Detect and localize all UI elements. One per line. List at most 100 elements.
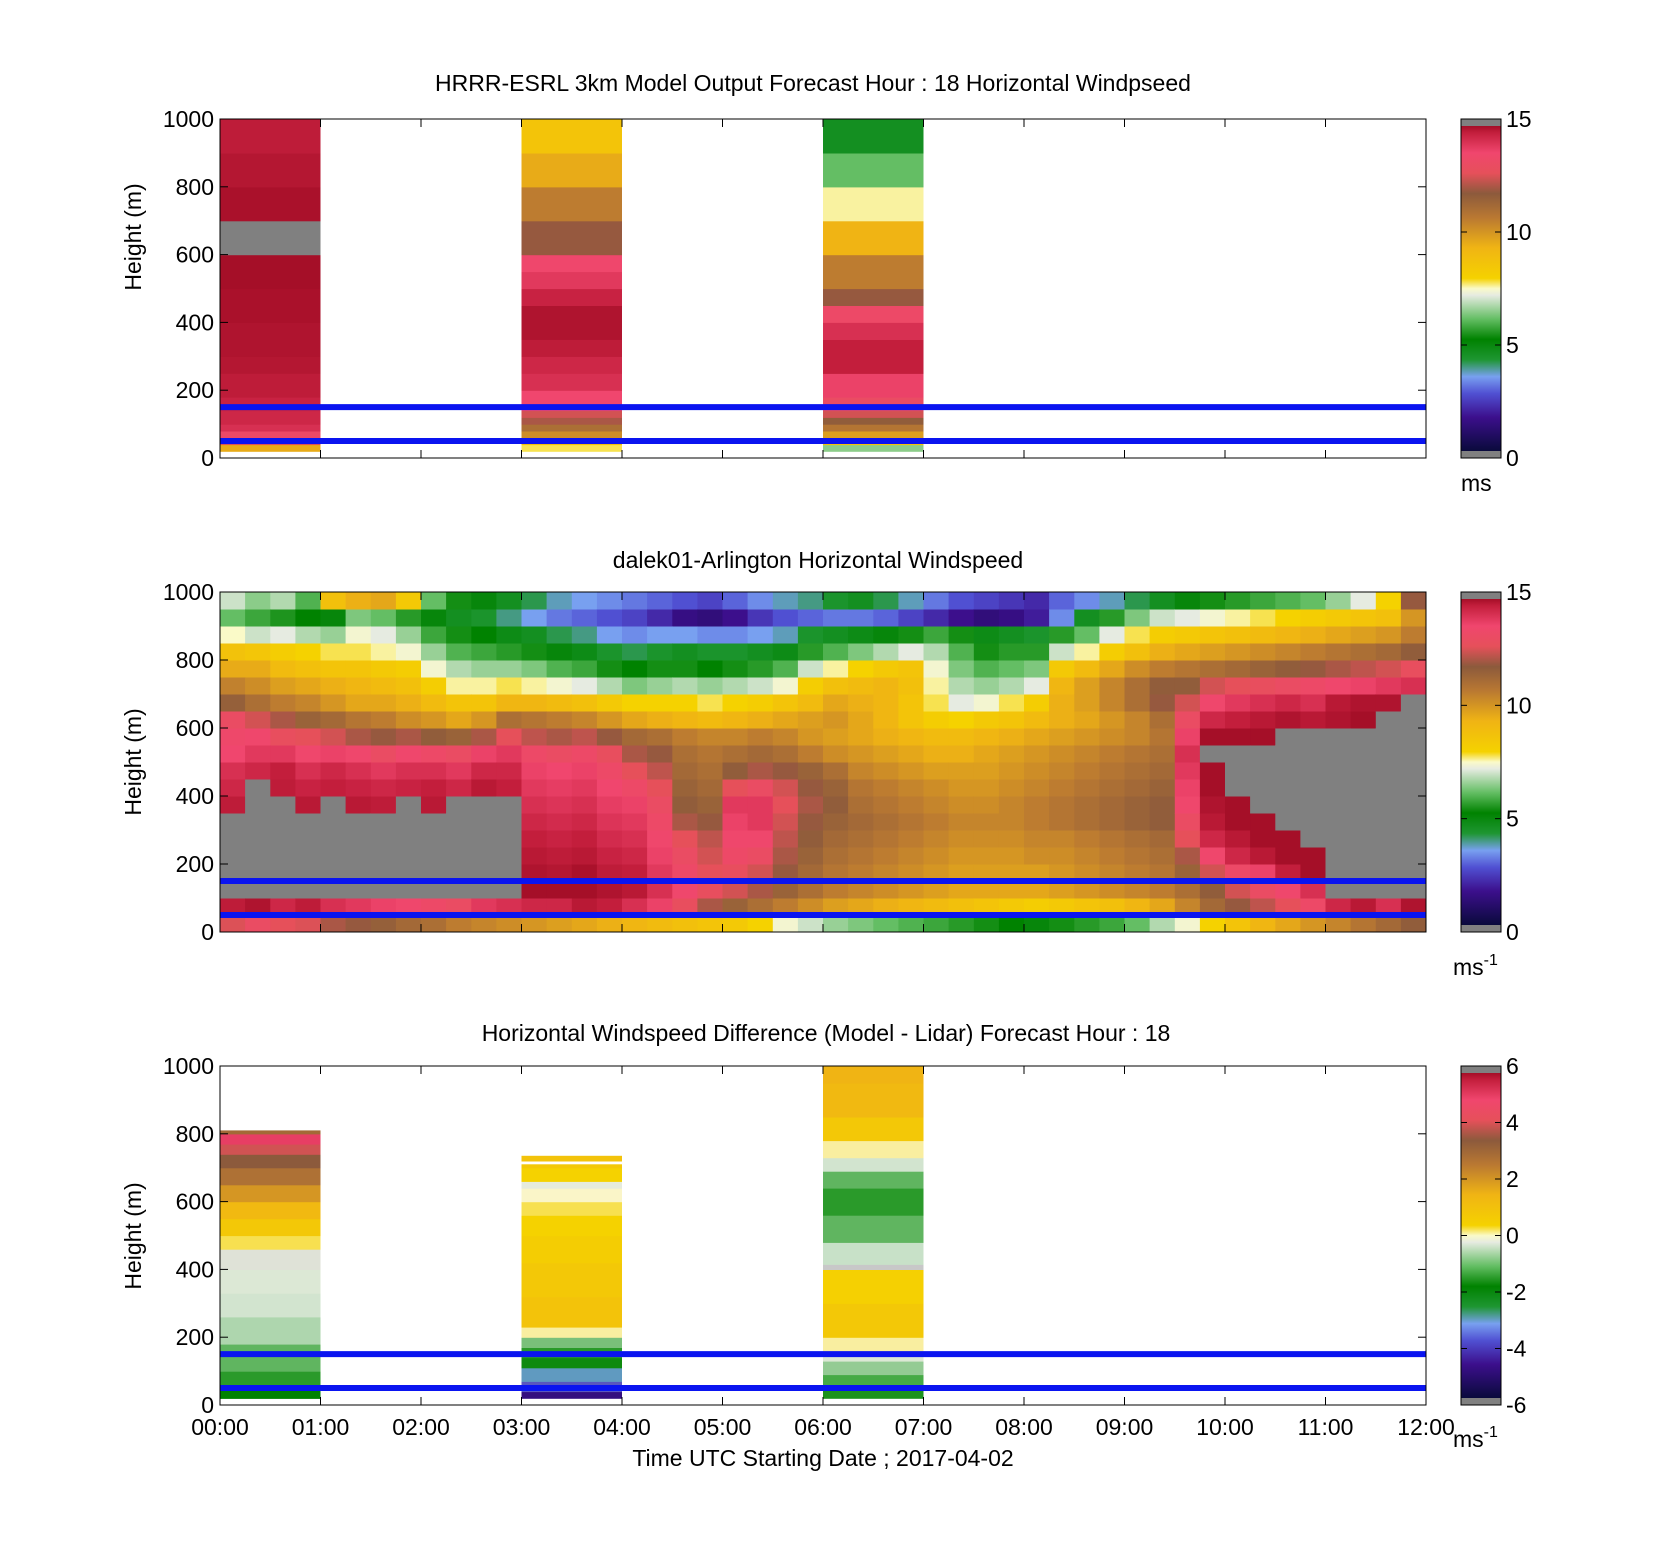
heatmap-cell <box>1300 745 1326 763</box>
heatmap-cell <box>1375 830 1402 848</box>
heatmap-cell <box>747 847 774 865</box>
heatmap-cell <box>823 1388 924 1399</box>
heatmap-cell <box>672 847 698 865</box>
heatmap-cell <box>948 711 975 729</box>
colorbar-unit-base: ms <box>1453 1426 1484 1452</box>
heatmap-cell <box>973 847 1000 865</box>
heatmap-cell <box>722 660 749 678</box>
heatmap-cell <box>1350 592 1377 610</box>
heatmap-cell <box>220 430 321 439</box>
heatmap-cell <box>647 847 673 865</box>
heatmap-cell <box>973 609 1000 627</box>
heatmap-cell <box>1174 881 1201 899</box>
heatmap-cell <box>1300 813 1326 831</box>
heatmap-cell <box>1074 626 1100 644</box>
heatmap-cell <box>697 796 723 814</box>
heatmap-cell <box>270 660 296 678</box>
heatmap-cell <box>220 847 246 865</box>
heatmap-cell <box>1275 847 1301 865</box>
heatmap-cell <box>1250 830 1276 848</box>
heatmap-cells <box>220 1066 924 1399</box>
heatmap-cell <box>1174 779 1201 797</box>
heatmap-cell <box>521 1235 622 1264</box>
heatmap-cell <box>1400 745 1427 763</box>
heatmap-cell <box>1124 898 1151 916</box>
colorbar-tick-label: -2 <box>1506 1279 1526 1305</box>
heatmap-cell <box>848 626 874 644</box>
heatmap-cell <box>1199 813 1226 831</box>
heatmap-cell <box>1375 626 1402 644</box>
heatmap-cell <box>797 779 824 797</box>
heatmap-cell <box>345 643 372 661</box>
heatmap-cell <box>571 762 598 780</box>
heatmap-cell <box>571 677 598 695</box>
heatmap-cell <box>220 643 246 661</box>
heatmap-cell <box>546 813 573 831</box>
heatmap-cell <box>496 592 522 610</box>
heatmap-cell <box>747 609 774 627</box>
heatmap-cell <box>521 305 622 340</box>
heatmap-cell <box>747 643 774 661</box>
x-tick-label: 07:00 <box>895 1414 953 1440</box>
heatmap-cell <box>1149 796 1176 814</box>
heatmap-cell <box>823 119 924 154</box>
heatmap-cell <box>245 864 271 882</box>
heatmap-cell <box>672 779 698 797</box>
heatmap-cell <box>722 677 749 695</box>
heatmap-cell <box>1174 796 1201 814</box>
heatmap-cell <box>446 728 472 746</box>
heatmap-cell <box>948 881 975 899</box>
heatmap-cell <box>345 864 372 882</box>
heatmap-cell <box>647 830 673 848</box>
heatmap-cell <box>873 694 899 712</box>
heatmap-cell <box>772 847 799 865</box>
heatmap-cell <box>772 915 799 933</box>
heatmap-cell <box>1124 762 1151 780</box>
reference-lines <box>220 404 1426 445</box>
heatmap-cell <box>496 728 522 746</box>
heatmap-cell <box>747 813 774 831</box>
heatmap-cell <box>747 779 774 797</box>
heatmap-cell <box>998 796 1025 814</box>
heatmap-cell <box>395 830 422 848</box>
heatmap-cell <box>345 796 372 814</box>
heatmap-cell <box>1225 813 1251 831</box>
heatmap-cell <box>1375 813 1402 831</box>
heatmap-cell <box>923 762 950 780</box>
heatmap-cell <box>320 915 347 933</box>
heatmap-cell <box>496 847 522 865</box>
heatmap-cell <box>1225 847 1251 865</box>
heatmap-cell <box>1300 626 1326 644</box>
heatmap-cell <box>1149 813 1176 831</box>
heatmap-cell <box>521 796 548 814</box>
heatmap-cell <box>245 915 271 933</box>
heatmap-cell <box>521 745 548 763</box>
heatmap-cell <box>1275 813 1301 831</box>
heatmap-cell <box>345 830 372 848</box>
heatmap-cell <box>923 694 950 712</box>
heatmap-cell <box>245 796 271 814</box>
heatmap-cell <box>571 864 598 882</box>
heatmap-cell <box>898 677 924 695</box>
heatmap-cell <box>1275 762 1301 780</box>
heatmap-cell <box>521 1164 622 1169</box>
heatmap-cell <box>1024 711 1050 729</box>
heatmap-cell <box>421 745 447 763</box>
heatmap-cell <box>1049 864 1075 882</box>
lidar-panel: dalek01-Arlington Horizontal Windspeed H… <box>120 547 1532 980</box>
heatmap-cell <box>471 898 497 916</box>
heatmap-cell <box>948 677 975 695</box>
heatmap-cell <box>471 915 497 933</box>
heatmap-cell <box>1325 864 1352 882</box>
heatmap-cell <box>1149 626 1176 644</box>
heatmap-cell <box>1400 915 1427 933</box>
heatmap-cell <box>245 881 271 899</box>
heatmap-cell <box>1174 609 1201 627</box>
heatmap-cell <box>596 728 623 746</box>
heatmap-cell <box>1199 626 1226 644</box>
heatmap-cell <box>622 847 648 865</box>
heatmap-cell <box>797 711 824 729</box>
heatmap-cell <box>546 779 573 797</box>
heatmap-cell <box>1400 898 1427 916</box>
heatmap-cell <box>471 609 497 627</box>
